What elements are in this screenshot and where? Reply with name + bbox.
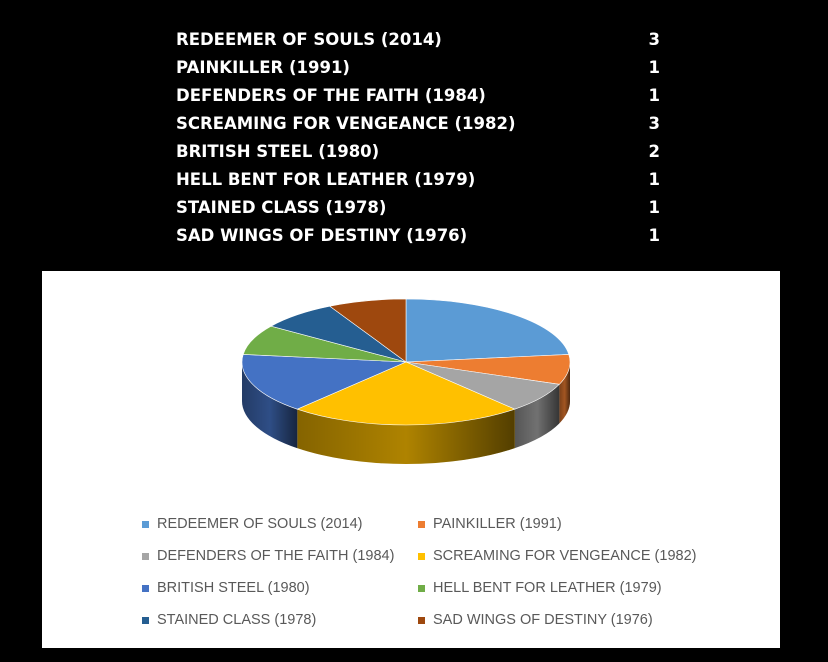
legend-label: PAINKILLER (1991): [433, 516, 562, 532]
legend-swatch: [142, 616, 149, 624]
pie-chart: [241, 298, 571, 464]
album-name: STAINED CLASS (1978): [176, 198, 387, 217]
legend-label: SAD WINGS OF DESTINY (1976): [433, 612, 653, 628]
table-row: STAINED CLASS (1978) 1: [176, 194, 666, 222]
table-row: SAD WINGS OF DESTINY (1976) 1: [176, 222, 666, 250]
legend-item: STAINED CLASS (1978): [142, 610, 316, 630]
album-count: 2: [648, 142, 660, 161]
album-name: REDEEMER OF SOULS (2014): [176, 30, 442, 49]
pie-side-shade: [514, 384, 560, 449]
table-row: PAINKILLER (1991) 1: [176, 54, 666, 82]
pie-side-shade: [559, 362, 570, 424]
legend-swatch: [418, 616, 425, 624]
legend-item: HELL BENT FOR LEATHER (1979): [418, 578, 662, 598]
legend-item: REDEEMER OF SOULS (2014): [142, 514, 362, 534]
pie-slice-british-steel-1980: [241, 354, 407, 410]
table-row: REDEEMER OF SOULS (2014) 3: [176, 26, 666, 54]
pie-slice-sad-wings-of-destiny-1976: [329, 298, 407, 363]
album-count: 1: [648, 86, 660, 105]
table-row: SCREAMING FOR VENGEANCE (1982) 3: [176, 110, 666, 138]
legend-item: BRITISH STEEL (1980): [142, 578, 310, 598]
pie-side-shade: [297, 409, 515, 464]
legend-swatch: [142, 584, 149, 592]
pie-slice-redeemer-of-souls-2014: [405, 298, 570, 363]
album-count: 3: [648, 114, 660, 133]
album-name: SCREAMING FOR VENGEANCE (1982): [176, 114, 516, 133]
album-name: PAINKILLER (1991): [176, 58, 350, 77]
album-count: 3: [648, 30, 660, 49]
legend-label: STAINED CLASS (1978): [157, 612, 317, 628]
table-row: DEFENDERS OF THE FAITH (1984) 1: [176, 82, 666, 110]
table-row: BRITISH STEEL (1980) 2: [176, 138, 666, 166]
legend-swatch: [418, 520, 425, 528]
album-name: SAD WINGS OF DESTINY (1976): [176, 226, 468, 245]
legend-label: DEFENDERS OF THE FAITH (1984): [157, 548, 395, 564]
legend-label: SCREAMING FOR VENGEANCE (1982): [433, 548, 697, 564]
legend-swatch: [418, 552, 425, 560]
legend-item: DEFENDERS OF THE FAITH (1984): [142, 546, 394, 566]
legend-item: PAINKILLER (1991): [418, 514, 562, 534]
summary-table: REDEEMER OF SOULS (2014) 3 PAINKILLER (1…: [176, 26, 666, 250]
album-name: BRITISH STEEL (1980): [176, 142, 380, 161]
table-row: HELL BENT FOR LEATHER (1979) 1: [176, 166, 666, 194]
chart-panel: REDEEMER OF SOULS (2014) PAINKILLER (1991…: [42, 271, 780, 648]
legend-item: SCREAMING FOR VENGEANCE (1982): [418, 546, 696, 566]
legend-swatch: [418, 584, 425, 592]
legend-label: BRITISH STEEL (1980): [157, 580, 310, 596]
pie-slice-screaming-for-vengeance-1982: [296, 361, 516, 426]
legend-label: REDEEMER OF SOULS (2014): [157, 516, 363, 532]
album-count: 1: [648, 170, 660, 189]
pie-side-shade: [242, 362, 298, 449]
album-count: 1: [648, 58, 660, 77]
legend-swatch: [142, 520, 149, 528]
legend-item: SAD WINGS OF DESTINY (1976): [418, 610, 653, 630]
album-name: HELL BENT FOR LEATHER (1979): [176, 170, 476, 189]
pie-sides: [242, 362, 570, 464]
album-count: 1: [648, 226, 660, 245]
album-count: 1: [648, 198, 660, 217]
album-name: DEFENDERS OF THE FAITH (1984): [176, 86, 486, 105]
legend-swatch: [142, 552, 149, 560]
pie-tops: [241, 298, 571, 426]
legend-label: HELL BENT FOR LEATHER (1979): [433, 580, 662, 596]
